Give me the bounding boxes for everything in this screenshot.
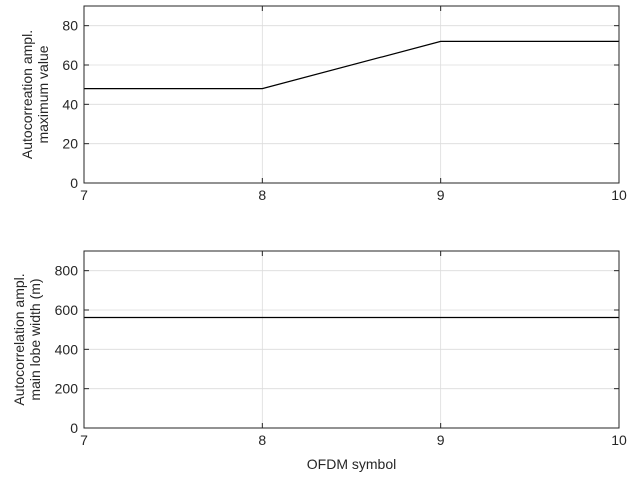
bottom-xlabel: OFDM symbol — [307, 456, 396, 472]
top-ytick-label-1: 20 — [62, 136, 78, 152]
bottom-y-ticks: 0 200 400 600 800 — [55, 263, 619, 436]
top-ytick-label-3: 60 — [62, 57, 78, 73]
bottom-ytick-label-4: 800 — [55, 263, 79, 279]
bottom-ytick-label-0: 0 — [70, 420, 78, 436]
bottom-xtick-label-2: 9 — [437, 432, 445, 448]
bottom-xtick-label-3: 10 — [611, 432, 627, 448]
top-ylabel-line2: maximum value — [35, 45, 51, 143]
top-series-line-0 — [84, 40, 619, 90]
top-ytick-label-2: 40 — [62, 96, 78, 112]
top-ytick-label-4: 80 — [62, 18, 78, 34]
top-x-ticks: 7 8 9 10 — [80, 6, 627, 203]
top-ylabel-line1: Autocorreation ampl. — [19, 30, 35, 159]
bottom-xtick-label-0: 7 — [80, 432, 88, 448]
bottom-xtick-label-1: 8 — [258, 432, 266, 448]
top-xtick-label-1: 8 — [258, 187, 266, 203]
top-xtick-label-0: 7 — [80, 187, 88, 203]
bottom-plot-area — [84, 251, 619, 428]
bottom-axes-frame — [83, 250, 620, 429]
bottom-ytick-label-3: 600 — [55, 302, 79, 318]
bottom-chart: 7 8 9 10 0 200 400 600 800 Autocorrelation ampl… — [11, 250, 627, 472]
top-plot-area — [84, 6, 619, 183]
bottom-ytick-label-2: 400 — [55, 341, 79, 357]
top-axes-frame — [83, 5, 620, 184]
bottom-ylabel-line2: main lobe width (m) — [27, 278, 43, 400]
top-ytick-label-0: 0 — [70, 175, 78, 191]
top-chart: 7 8 9 10 0 20 40 60 80 Autocorreation ampl. max… — [19, 5, 627, 203]
top-y-ticks: 0 20 40 60 80 — [62, 18, 619, 191]
top-series — [84, 40, 619, 90]
top-xtick-label-3: 10 — [611, 187, 627, 203]
bottom-ylabel-line1: Autocorrelation ampl. — [11, 273, 27, 405]
bottom-grid — [83, 251, 620, 429]
bottom-ytick-label-1: 200 — [55, 381, 79, 397]
bottom-x-ticks: 7 8 9 10 — [80, 251, 627, 448]
top-xtick-label-2: 9 — [437, 187, 445, 203]
